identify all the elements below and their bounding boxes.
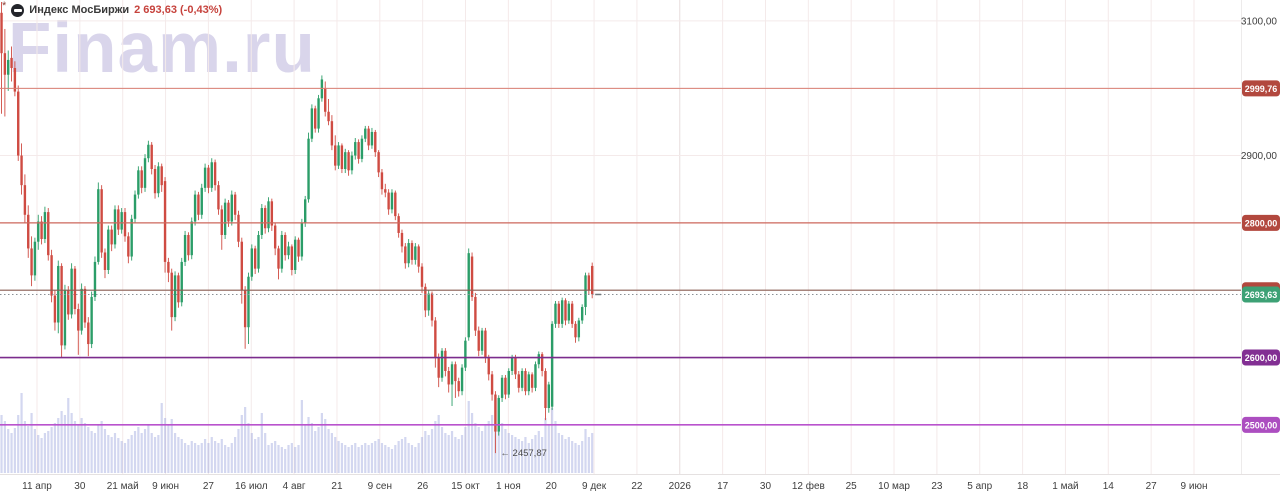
price-badge-2800,00[interactable]: 2800,00	[1242, 214, 1280, 231]
x-axis-label: 12 фев	[792, 480, 825, 492]
x-axis-label: 16 июл	[235, 481, 268, 492]
x-axis-label: 25	[846, 481, 858, 492]
last-price-value: 2 693,63	[134, 4, 177, 16]
x-axis-label: 15 окт	[451, 481, 480, 492]
candlestick-series	[0, 2, 594, 454]
x-axis-label: 17	[717, 481, 729, 492]
price-badge-2600,00[interactable]: 2600,00	[1242, 349, 1280, 366]
svg-text:2600,00: 2600,00	[1245, 353, 1278, 363]
x-axis-label: 27	[1146, 481, 1158, 492]
finam-watermark: Finam.ru	[8, 9, 316, 88]
x-axis-label: 1 ноя	[496, 481, 521, 492]
svg-text:2999,76: 2999,76	[1245, 84, 1278, 94]
low-price-annotation: ← 2457,87	[500, 448, 546, 459]
instrument-title[interactable]: Индекс МосБиржи	[29, 4, 130, 16]
x-axis-label: 9 сен	[368, 481, 392, 492]
x-axis-label: 9 июн	[1181, 481, 1208, 492]
current-price-badge[interactable]: 2693,63	[1242, 286, 1280, 303]
x-axis-label: 9 дек	[582, 481, 607, 492]
volume-bars	[0, 393, 594, 473]
svg-text:2693,63: 2693,63	[1245, 290, 1278, 300]
last-price-and-change: 2 693,63 (-0,43%)	[134, 4, 222, 16]
x-axis-label: 18	[1017, 481, 1029, 492]
x-axis-label: 11 апр	[22, 481, 52, 492]
price-level-lines	[0, 87, 1242, 426]
x-axis-label: 9 июн	[152, 481, 179, 492]
price-badge-2999,76[interactable]: 2999,76	[1242, 80, 1280, 97]
x-axis-label: 10 мар	[878, 481, 910, 492]
moex-instrument-icon	[11, 3, 25, 17]
svg-text:2500,00: 2500,00	[1245, 420, 1278, 430]
instrument-legend: * Индекс МосБиржи 2 693,63 (-0,43%)	[2, 0, 222, 18]
favorite-asterisk[interactable]: *	[2, 0, 7, 12]
x-axis-label: 23	[931, 481, 943, 492]
svg-text:2800,00: 2800,00	[1245, 218, 1278, 228]
x-axis-label: 14	[1103, 481, 1115, 492]
x-axis-label: 21	[331, 481, 343, 492]
x-axis-label: 30	[760, 481, 772, 492]
x-axis-label: 2026	[669, 481, 692, 492]
x-axis-label: 30	[74, 481, 86, 492]
chart-grid	[0, 0, 1242, 474]
x-axis-label: 26	[417, 481, 429, 492]
x-axis-label: 4 авг	[283, 481, 306, 492]
price-badge-2500,00[interactable]: 2500,00	[1242, 416, 1280, 433]
x-axis-label: 22	[631, 481, 643, 492]
x-axis-label: 27	[203, 481, 215, 492]
x-axis-label: 1 май	[1052, 481, 1078, 492]
change-percent: (-0,43%)	[180, 4, 223, 16]
x-axis-label: 21 май	[107, 481, 139, 492]
x-axis-label: 5 апр	[967, 481, 992, 492]
y-axis-label: 2900,00	[1241, 151, 1278, 162]
y-axis-label: 3100,00	[1241, 16, 1278, 27]
x-axis-label: 20	[546, 481, 558, 492]
